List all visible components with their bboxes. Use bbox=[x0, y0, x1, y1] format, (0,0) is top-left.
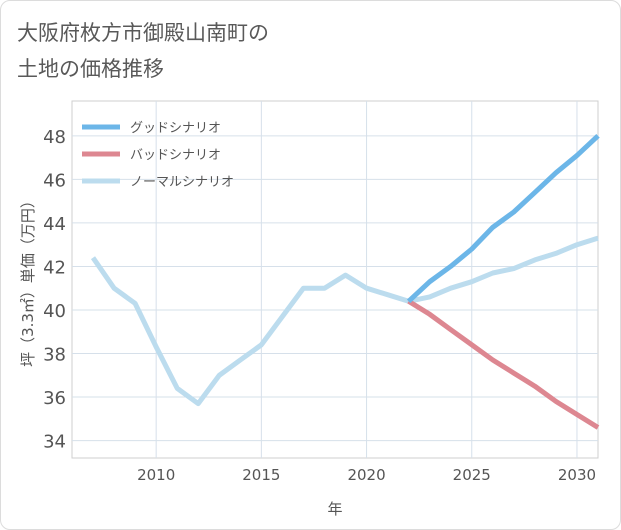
y-axis-label: 坪（3.3㎡）単価（万円） bbox=[19, 193, 37, 367]
x-tick-label: 2010 bbox=[137, 466, 175, 484]
y-tick-label: 40 bbox=[43, 301, 66, 322]
y-tick-label: 38 bbox=[43, 345, 66, 366]
y-tick-labels: 34 36 38 40 42 44 46 48 bbox=[43, 127, 66, 453]
chart-title: 大阪府枚方市御殿山南町の 土地の価格推移 bbox=[17, 15, 269, 87]
series-line-1 bbox=[407, 299, 600, 430]
series-line-0 bbox=[406, 133, 600, 304]
series-layer bbox=[90, 133, 600, 430]
y-tick-label: 34 bbox=[43, 432, 66, 453]
legend-label-1: バッドシナリオ bbox=[130, 148, 221, 163]
x-tick-label: 2020 bbox=[347, 466, 385, 484]
legend-label-2: ノーマルシナリオ bbox=[130, 175, 234, 190]
y-tick-label: 36 bbox=[43, 388, 66, 409]
chart-title-line-2: 土地の価格推移 bbox=[17, 57, 164, 81]
y-tick-label: 48 bbox=[43, 127, 66, 148]
y-tick-label: 44 bbox=[43, 214, 66, 235]
chart-title-line-1: 大阪府枚方市御殿山南町の bbox=[17, 21, 269, 45]
x-tick-label: 2030 bbox=[558, 466, 596, 484]
series-line-2 bbox=[90, 235, 599, 407]
legend-label-0: グッドシナリオ bbox=[130, 121, 221, 136]
x-tick-label: 2025 bbox=[453, 466, 491, 484]
x-tick-label: 2015 bbox=[242, 466, 280, 484]
y-tick-label: 42 bbox=[43, 257, 66, 278]
y-tick-label: 46 bbox=[43, 170, 66, 191]
x-axis-label: 年 bbox=[327, 500, 342, 518]
x-tick-labels: 2010 2015 2020 2025 2030 bbox=[137, 466, 596, 484]
